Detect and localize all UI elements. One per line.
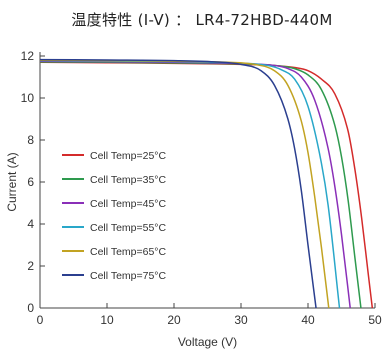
y-axis-title: Current (A)	[5, 152, 19, 211]
y-tick-label: 12	[21, 49, 35, 63]
axis-labels: 0 10 20 30 40 50 0 2 4 6 8 10 12 Voltage (V) Current (…	[5, 49, 382, 349]
y-tick-label: 0	[27, 301, 34, 315]
y-tick-label: 2	[27, 259, 34, 273]
x-tick-label: 30	[234, 313, 248, 327]
legend-label: Cell Temp=35°C	[90, 174, 167, 186]
legend-label: Cell Temp=25°C	[90, 150, 167, 162]
legend-label: Cell Temp=55°C	[90, 222, 167, 234]
x-tick-label: 50	[368, 313, 382, 327]
x-tick-label: 40	[301, 313, 315, 327]
series-line-4	[39, 59, 341, 309]
y-tick-label: 6	[27, 175, 34, 189]
legend-label: Cell Temp=65°C	[90, 246, 167, 258]
legend-label: Cell Temp=75°C	[90, 270, 167, 282]
legend: Cell Temp=25°C Cell Temp=35°C Cell Temp=45…	[62, 150, 167, 282]
series-line-3	[39, 60, 351, 309]
page-title: 温度特性 (I-V) ： LR4-72HBD-440M	[71, 11, 333, 29]
y-tick-label: 8	[27, 133, 34, 147]
y-tick-label: 10	[21, 91, 35, 105]
x-tick-label: 10	[100, 313, 114, 327]
series-lines	[39, 58, 374, 309]
x-axis-title: Voltage (V)	[178, 335, 237, 349]
x-tick-label: 0	[37, 313, 44, 327]
axes	[39, 52, 376, 309]
x-tick-label: 20	[167, 313, 181, 327]
legend-label: Cell Temp=45°C	[90, 198, 167, 210]
series-line-5	[39, 59, 330, 309]
y-tick-label: 4	[27, 217, 34, 231]
series-line-6	[39, 58, 317, 309]
